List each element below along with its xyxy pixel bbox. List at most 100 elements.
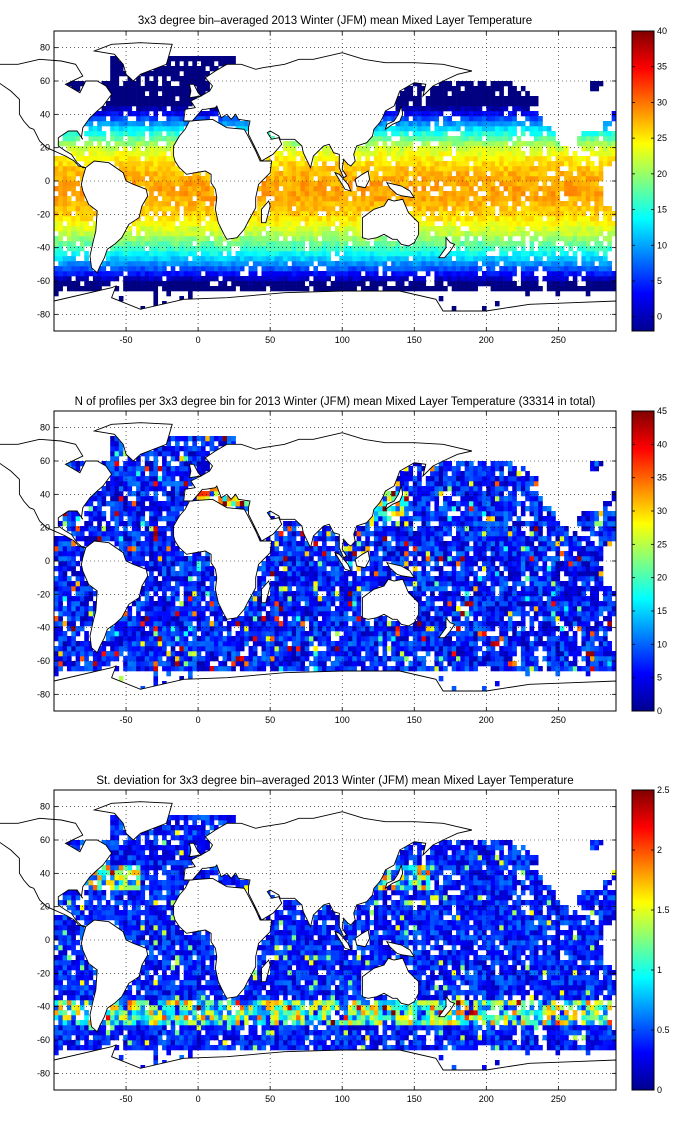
heatmap-cell	[533, 146, 539, 152]
heatmap-cell	[412, 151, 418, 157]
heatmap-cell	[62, 661, 68, 667]
heatmap-cell	[373, 246, 379, 252]
heatmap-cell	[66, 271, 72, 277]
heatmap-cell	[84, 256, 89, 262]
heatmap-cell	[58, 566, 63, 572]
heatmap-cell	[585, 141, 591, 147]
heatmap-cell	[525, 271, 530, 277]
heatmap-cell	[360, 256, 366, 262]
heatmap-cell	[283, 281, 288, 287]
heatmap-cell	[538, 201, 543, 207]
heatmap-cell	[58, 586, 63, 592]
heatmap-cell	[144, 216, 150, 222]
heatmap-cell	[110, 656, 115, 662]
heatmap-cell	[257, 286, 262, 292]
heatmap-cell	[153, 206, 159, 212]
heatmap-cell	[149, 526, 154, 532]
heatmap-cell	[274, 181, 280, 187]
heatmap-cell	[451, 271, 457, 277]
heatmap-cell	[464, 196, 470, 202]
heatmap-cell	[533, 121, 539, 127]
heatmap-cell	[153, 501, 159, 507]
heatmap-cell	[175, 226, 180, 232]
heatmap-cell	[127, 626, 133, 632]
heatmap-cell	[546, 241, 552, 247]
heatmap-cell	[525, 196, 530, 202]
heatmap-cell	[525, 281, 530, 287]
heatmap-cell	[607, 156, 612, 162]
heatmap-cell	[546, 276, 552, 282]
heatmap-cell	[568, 256, 574, 262]
heatmap-cell	[360, 166, 366, 172]
heatmap-cell	[88, 216, 94, 222]
heatmap-cell	[118, 166, 124, 172]
heatmap-cell	[153, 116, 159, 122]
heatmap-cell	[118, 651, 124, 657]
heatmap-cell	[317, 151, 323, 157]
heatmap-cell	[114, 276, 120, 282]
heatmap-cell	[287, 166, 293, 172]
heatmap-cell	[330, 286, 336, 292]
heatmap-cell	[425, 176, 431, 182]
heatmap-cell	[183, 456, 189, 462]
heatmap-cell	[274, 236, 280, 242]
heatmap-cell	[382, 121, 388, 127]
heatmap-cell	[365, 196, 370, 202]
heatmap-cell	[157, 171, 163, 177]
heatmap-cell	[356, 186, 362, 192]
heatmap-cell	[144, 126, 150, 132]
heatmap-cell	[481, 121, 487, 127]
heatmap-cell	[200, 491, 206, 497]
heatmap-cell	[127, 101, 133, 107]
heatmap-cell	[603, 281, 608, 287]
heatmap-cell	[464, 116, 470, 122]
heatmap-cell	[490, 236, 496, 242]
heatmap-cell	[296, 151, 301, 157]
heatmap-cell	[477, 111, 483, 117]
heatmap-cell	[490, 111, 496, 117]
heatmap-cell	[438, 86, 444, 92]
heatmap-cell	[175, 91, 180, 97]
heatmap-cell	[118, 126, 124, 132]
heatmap-cell	[84, 621, 89, 627]
heatmap-cell	[577, 156, 582, 162]
heatmap-cell	[166, 166, 172, 172]
heatmap-cell	[451, 221, 457, 227]
heatmap-cell	[447, 261, 453, 267]
heatmap-cell	[75, 536, 81, 542]
heatmap-cell	[92, 591, 98, 597]
heatmap-cell	[477, 81, 483, 87]
heatmap-cell	[192, 436, 197, 442]
heatmap-cell	[75, 606, 81, 612]
heatmap-cell	[438, 296, 444, 302]
heatmap-cell	[313, 181, 318, 187]
heatmap-cell	[326, 266, 331, 272]
heatmap-cell	[66, 561, 72, 567]
heatmap-cell	[218, 116, 223, 122]
heatmap-cell	[313, 276, 318, 282]
heatmap-cell	[434, 201, 440, 207]
heatmap-cell	[231, 261, 236, 267]
heatmap-cell	[170, 576, 176, 582]
heatmap-cell	[123, 276, 128, 282]
heatmap-cell	[218, 651, 223, 657]
heatmap-cell	[192, 211, 197, 217]
heatmap-cell	[58, 666, 63, 672]
heatmap-cell	[218, 56, 223, 62]
heatmap-cell	[339, 236, 344, 242]
heatmap-cell	[209, 276, 215, 282]
heatmap-cell	[278, 286, 284, 292]
heatmap-cell	[200, 446, 206, 452]
heatmap-cell	[365, 246, 370, 252]
heatmap-cell	[127, 466, 133, 472]
heatmap-cell	[300, 226, 306, 232]
heatmap-cell	[105, 491, 111, 497]
heatmap-cell	[79, 616, 85, 622]
heatmap-cell	[149, 476, 154, 482]
heatmap-cell	[559, 266, 565, 272]
heatmap-cell	[469, 106, 474, 112]
heatmap-cell	[356, 231, 362, 237]
heatmap-cell	[209, 646, 215, 652]
heatmap-cell	[391, 116, 396, 122]
